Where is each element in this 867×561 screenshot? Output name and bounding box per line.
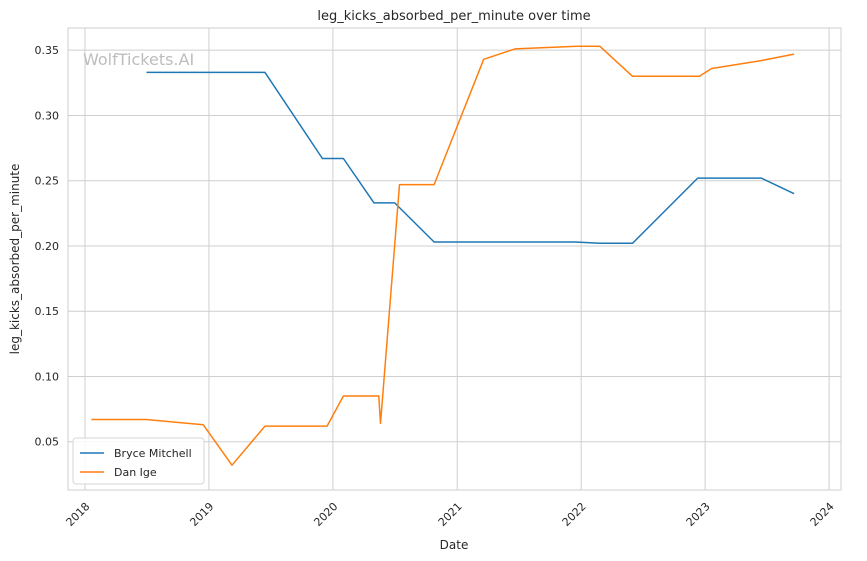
chart-title: leg_kicks_absorbed_per_minute over time [317,9,590,24]
legend-label-bryce-mitchell: Bryce Mitchell [114,447,192,460]
y-tick-label: 0.20 [35,240,60,253]
x-axis-label: Date [440,538,469,552]
legend: Bryce Mitchell Dan Ige [72,437,205,485]
y-tick-label: 0.15 [35,305,60,318]
y-axis-label: leg_kicks_absorbed_per_minute [8,164,22,355]
series-lines [91,45,795,466]
legend-box [72,437,205,485]
legend-label-dan-ige: Dan Ige [114,466,157,479]
plot-frame [67,27,842,491]
series-line-dan-ige [91,45,795,466]
y-tick-labels: 0.05 0.10 0.15 0.20 0.25 0.30 0.35 [35,44,60,449]
y-tick-label: 0.05 [35,436,60,449]
series-line-bryce-mitchell [146,71,795,245]
y-tick-label: 0.25 [35,175,60,188]
watermark: WolfTickets.AI [83,50,194,69]
y-tick-label: 0.35 [35,44,60,57]
y-tick-label: 0.10 [35,370,60,383]
y-tick-label: 0.30 [35,109,60,122]
